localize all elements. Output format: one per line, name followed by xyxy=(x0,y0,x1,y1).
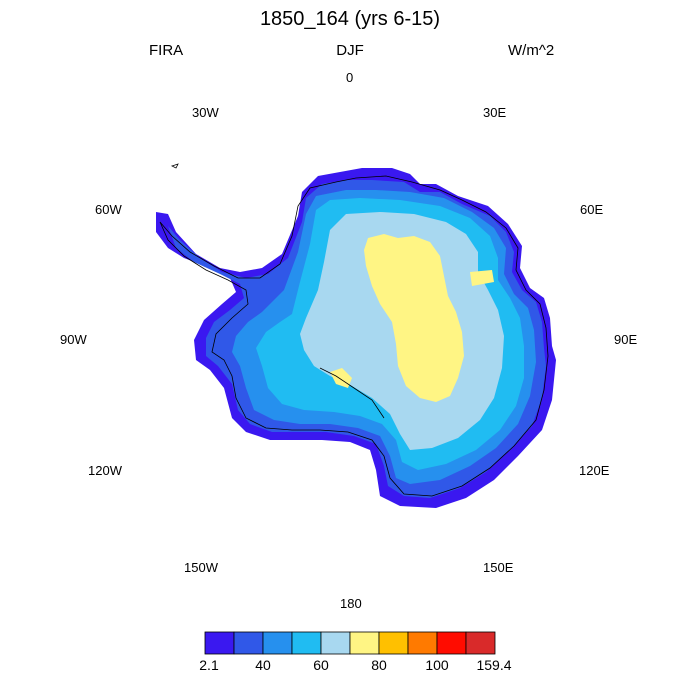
field-yellow-patch xyxy=(470,270,494,286)
colorbar-box xyxy=(204,631,235,655)
lon-label-30e: 30E xyxy=(483,105,507,120)
lon-label-0: 0 xyxy=(346,70,354,85)
colorbar-box xyxy=(407,631,438,655)
colorbar-box xyxy=(262,631,293,655)
colorbar-box xyxy=(465,631,496,655)
lon-label-60w: 60W xyxy=(95,202,122,217)
colorbar-box xyxy=(378,631,409,655)
field-yellow-plateau xyxy=(364,234,464,402)
colorbar-label-100: 100 xyxy=(425,657,449,673)
coastline xyxy=(159,175,549,497)
colorbar-label-min: 2.1 xyxy=(199,657,219,673)
lon-label-60e: 60E xyxy=(580,202,604,217)
colorbar-box xyxy=(349,631,380,655)
lon-label-120e: 120E xyxy=(579,463,610,478)
colorbar xyxy=(204,631,496,655)
colorbar-label-60: 60 xyxy=(313,657,329,673)
lon-label-90w: 90W xyxy=(60,332,87,347)
coastline-island xyxy=(170,163,179,169)
lon-label-90e: 90E xyxy=(614,332,638,347)
plot-title: 1850_164 (yrs 6-15) xyxy=(259,8,441,30)
lon-label-150e: 150E xyxy=(483,560,514,575)
colorbar-box xyxy=(436,631,467,655)
season-label: DJF xyxy=(336,42,364,59)
units-label: W/m^2 xyxy=(508,42,555,59)
colorbar-label-40: 40 xyxy=(255,657,271,673)
colorbar-box xyxy=(233,631,264,655)
lon-label-30w: 30W xyxy=(192,105,219,120)
colorbar-box xyxy=(291,631,322,655)
colorbar-box xyxy=(320,631,351,655)
lon-label-180: 180 xyxy=(340,596,362,611)
lon-label-120w: 120W xyxy=(88,463,122,478)
colorbar-label-max: 159.4 xyxy=(476,657,512,673)
colorbar-label-80: 80 xyxy=(371,657,387,673)
lon-label-150w: 150W xyxy=(184,560,218,575)
coastline-ice-shelf xyxy=(319,367,385,419)
variable-label: FIRA xyxy=(149,42,184,59)
